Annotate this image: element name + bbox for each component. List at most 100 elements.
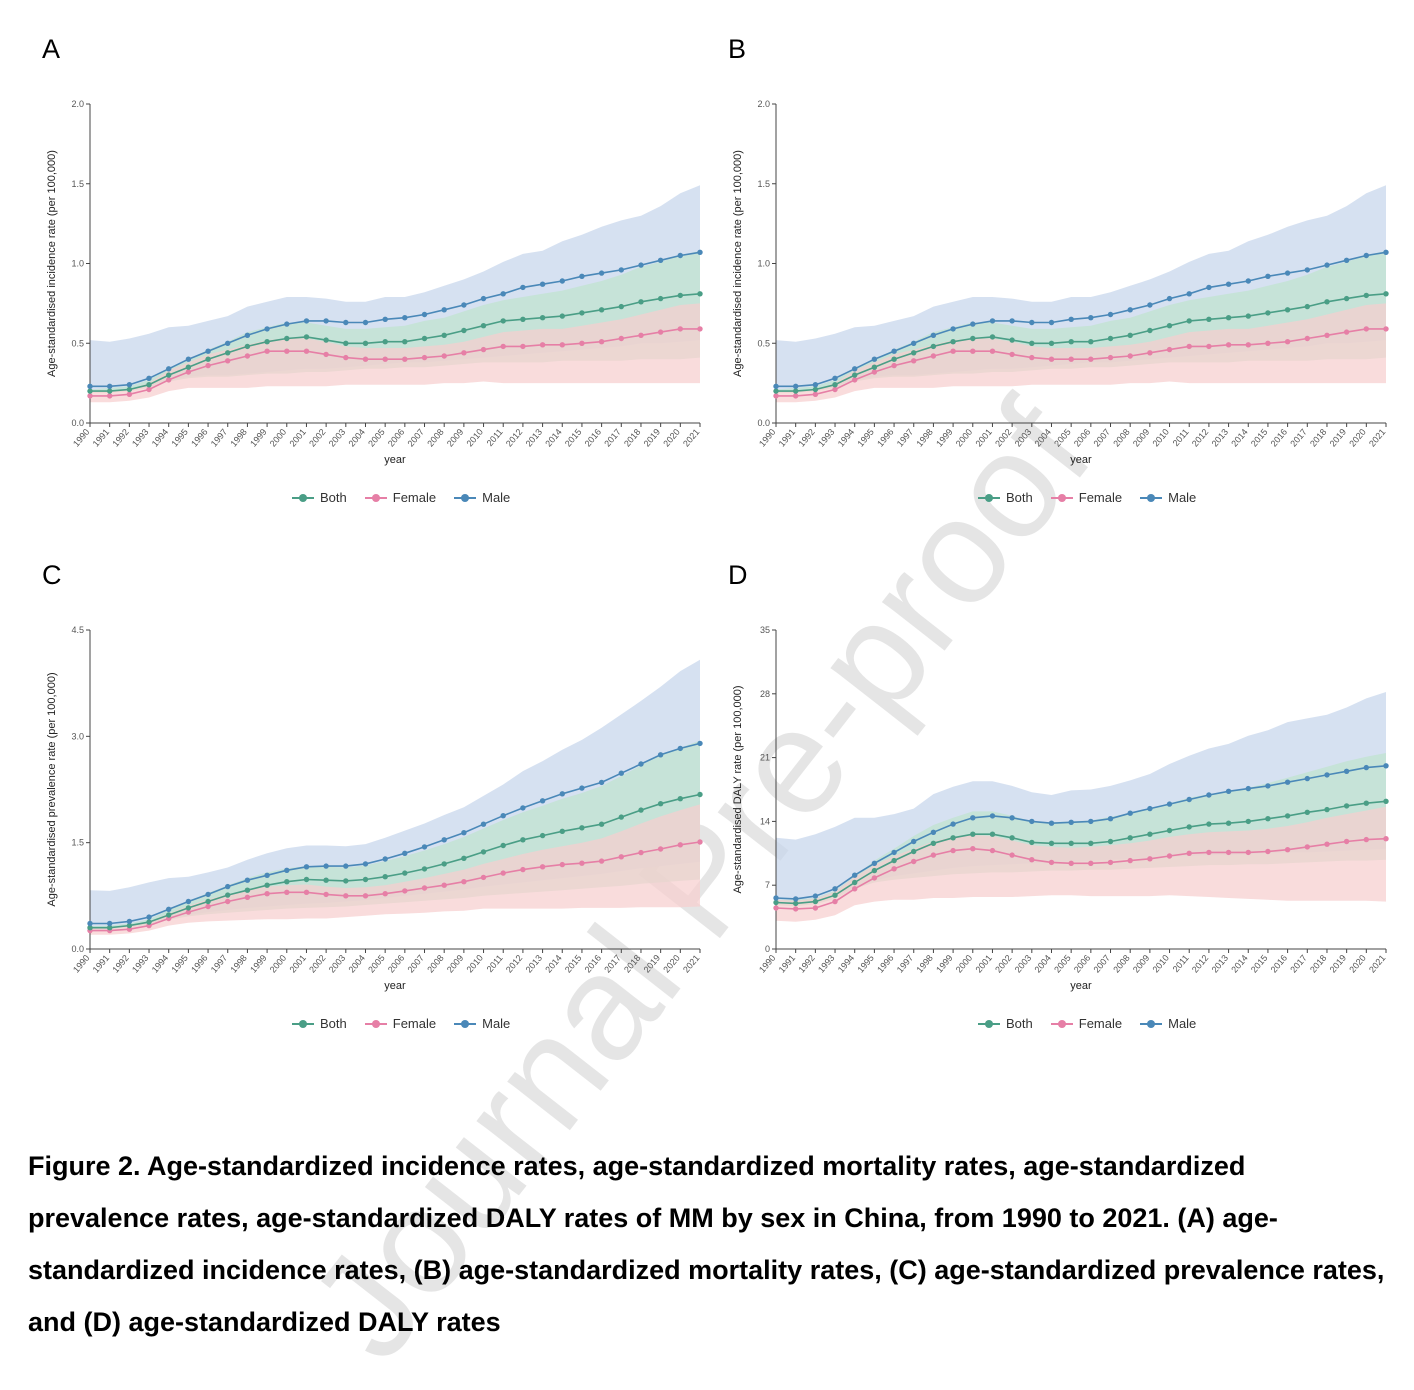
data-point-female — [126, 391, 133, 397]
data-point-female — [1245, 849, 1251, 856]
x-tick-label: 1990 — [71, 427, 92, 449]
x-tick-label: 2007 — [406, 427, 427, 449]
data-point-male — [852, 366, 858, 372]
legend-marker-icon — [454, 493, 477, 503]
x-tick-label: 2016 — [1269, 953, 1290, 975]
x-tick-label: 2021 — [681, 953, 702, 975]
x-tick-label: 2003 — [1013, 953, 1034, 975]
legend-label-male: Male — [482, 1016, 511, 1031]
data-point-female — [441, 353, 447, 359]
data-point-male — [793, 383, 799, 389]
data-point-female — [1324, 841, 1330, 847]
x-tick-label: 2012 — [504, 953, 525, 975]
x-axis-title: year — [1070, 454, 1092, 466]
data-point-both — [871, 867, 878, 874]
data-point-both — [598, 821, 605, 827]
data-point-both — [1048, 840, 1055, 846]
legend-label-male: Male — [1168, 490, 1197, 505]
data-point-female — [1225, 849, 1232, 856]
data-point-both — [812, 386, 819, 393]
x-tick-label: 2021 — [1367, 953, 1388, 975]
data-point-female — [382, 356, 388, 362]
data-point-both — [421, 866, 428, 872]
x-tick-label: 1996 — [875, 427, 896, 449]
data-point-male — [812, 893, 819, 899]
data-point-both — [793, 388, 799, 394]
data-point-male — [185, 898, 192, 905]
data-point-female — [891, 362, 897, 369]
data-point-female — [244, 353, 251, 359]
x-tick-label: 2003 — [1013, 427, 1034, 449]
series-line-male — [90, 251, 701, 388]
x-tick-label: 2010 — [1151, 953, 1172, 975]
data-point-male — [1343, 768, 1350, 774]
data-point-male — [1009, 318, 1015, 324]
data-point-female — [852, 377, 858, 383]
x-tick-label: 2004 — [1032, 427, 1053, 449]
data-point-male — [107, 920, 113, 927]
data-point-both — [677, 796, 683, 802]
x-tick-label: 1998 — [914, 953, 935, 975]
data-point-both — [1206, 316, 1212, 322]
legend-item-male: Male — [1140, 1016, 1196, 1031]
data-point-male — [1029, 319, 1035, 326]
data-point-both — [657, 295, 664, 302]
data-point-both — [950, 339, 956, 345]
uncertainty-band-female — [776, 806, 1386, 922]
data-point-male — [402, 315, 408, 321]
data-point-both — [480, 849, 487, 855]
data-point-male — [638, 761, 644, 767]
x-tick-label: 2008 — [425, 953, 446, 975]
legend-marker-icon — [978, 1019, 1000, 1029]
data-point-female — [284, 348, 290, 354]
data-point-both — [1245, 818, 1251, 825]
x-tick-label: 1999 — [934, 427, 955, 449]
data-point-male — [284, 867, 290, 873]
data-point-male — [1383, 763, 1389, 769]
y-tick-label: 1.5 — [71, 838, 84, 848]
data-point-both — [891, 857, 897, 864]
data-point-female — [205, 362, 211, 369]
x-axis-title: year — [1070, 980, 1092, 992]
data-point-both — [911, 848, 917, 855]
data-point-both — [225, 350, 231, 356]
series-line-male — [90, 742, 701, 925]
x-tick-label: 2010 — [465, 427, 486, 449]
data-point-male — [146, 375, 152, 381]
data-point-both — [1206, 821, 1212, 827]
data-point-male — [1107, 311, 1114, 318]
x-tick-label: 1992 — [796, 953, 817, 975]
x-tick-label: 2021 — [1367, 427, 1388, 449]
data-point-both — [539, 832, 546, 839]
data-point-female — [421, 885, 428, 891]
data-point-both — [950, 835, 956, 841]
x-tick-label: 1995 — [855, 427, 876, 449]
data-point-both — [559, 313, 565, 319]
x-tick-label: 1998 — [228, 953, 249, 975]
data-point-female — [1029, 857, 1035, 863]
data-point-both — [421, 335, 428, 342]
x-tick-label: 1993 — [816, 427, 837, 449]
x-tick-label: 1996 — [875, 953, 896, 975]
x-tick-label: 1996 — [189, 427, 210, 449]
data-point-female — [832, 386, 838, 393]
x-tick-label: 2005 — [366, 427, 387, 449]
data-point-male — [793, 896, 799, 902]
panel-letter-b: B — [728, 34, 747, 64]
data-point-both — [107, 388, 113, 394]
x-tick-label: 2015 — [563, 427, 584, 449]
data-point-male — [520, 284, 526, 291]
data-point-male — [618, 267, 624, 273]
x-tick-label: 2015 — [563, 953, 584, 975]
data-point-female — [891, 866, 897, 872]
y-tick-label: 14 — [760, 816, 770, 826]
data-point-male — [185, 356, 192, 362]
data-point-male — [618, 770, 624, 776]
data-point-female — [1304, 335, 1310, 342]
chart-c: 0.0 1.5 3.0 4.5 1990 1991 1992 1993 1994 1995 1996… — [46, 625, 703, 992]
data-point-both — [598, 307, 605, 313]
x-tick-label: 1995 — [169, 953, 190, 975]
data-point-male — [1029, 818, 1035, 825]
data-point-female — [989, 847, 996, 854]
